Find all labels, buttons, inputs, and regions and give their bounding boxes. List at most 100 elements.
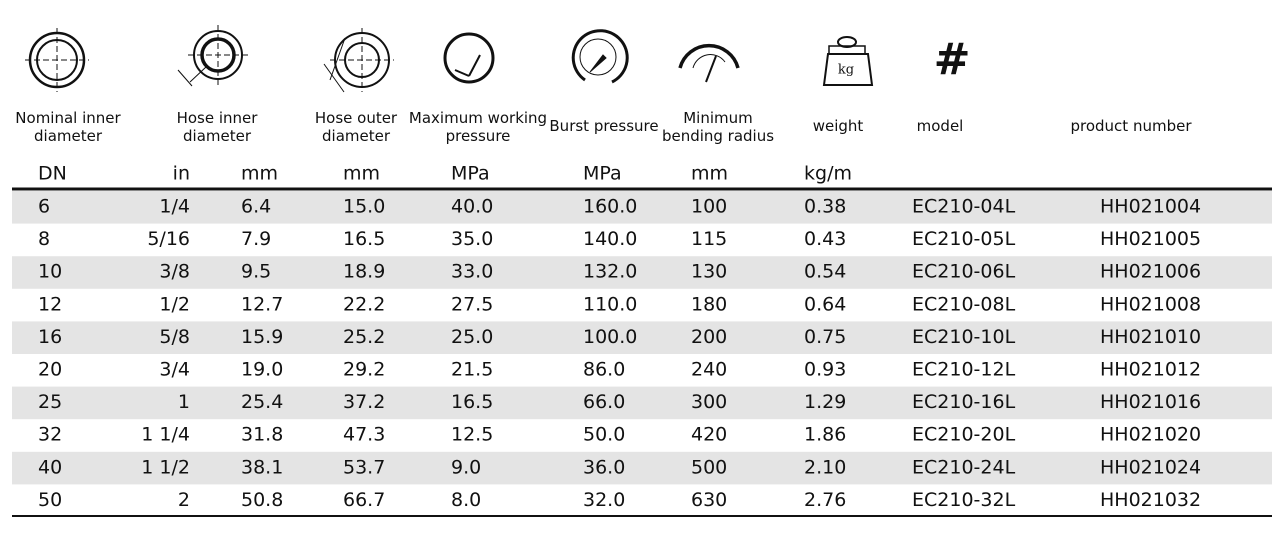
cell: 16.5: [451, 391, 493, 413]
icon-hose-outer: [323, 28, 394, 93]
cell: HH021032: [1100, 489, 1201, 511]
column-header: Nominal inner diameter: [15, 109, 121, 145]
icon-nominal-diameter: [25, 28, 89, 92]
cell: 6.4: [241, 196, 271, 218]
unit-label: in: [173, 163, 190, 185]
cell: 0.64: [804, 293, 846, 315]
cell: 22.2: [343, 293, 385, 315]
cell: HH021020: [1100, 424, 1201, 446]
cell: 47.3: [343, 424, 385, 446]
cell: 0.38: [804, 196, 846, 218]
row-stripe: [12, 386, 1272, 420]
cell: 66.7: [343, 489, 385, 511]
cell: 2.76: [804, 489, 846, 511]
cell: 130: [691, 261, 727, 283]
cell: HH021005: [1100, 228, 1201, 250]
cell: 10: [38, 261, 62, 283]
row-stripe: [12, 191, 1272, 224]
cell: 12: [38, 293, 62, 315]
cell: 300: [691, 391, 727, 413]
cell: 3/8: [159, 261, 190, 283]
cell: EC210-05L: [912, 228, 1016, 250]
cell: 15.0: [343, 196, 385, 218]
cell: 1.29: [804, 391, 846, 413]
column-header: Hose inner diameter: [177, 109, 259, 145]
row-stripe: [12, 256, 1272, 289]
unit-label: DN: [38, 163, 67, 185]
cell: 5/16: [147, 228, 190, 250]
cell: 5/8: [159, 326, 190, 348]
cell: 16: [38, 326, 62, 348]
icon-weight: [822, 36, 874, 86]
cell: 1: [178, 391, 190, 413]
cell: HH021012: [1100, 359, 1201, 381]
cell: 630: [691, 489, 727, 511]
cell: 0.43: [804, 228, 846, 250]
cell: HH021008: [1100, 293, 1201, 315]
cell: 29.2: [343, 359, 385, 381]
cell: 32: [38, 424, 62, 446]
cell: 50: [38, 489, 62, 511]
column-header: Hose outer diameter: [315, 109, 398, 145]
cell: 16.5: [343, 228, 385, 250]
cell: 0.54: [804, 261, 846, 283]
cell: EC210-24L: [912, 456, 1016, 478]
cell: 1 1/2: [141, 456, 190, 478]
cell: 40: [38, 456, 62, 478]
row-stripe: [12, 321, 1272, 354]
cell: 31.8: [241, 424, 283, 446]
cell: 115: [691, 228, 727, 250]
cell: 6: [38, 196, 50, 218]
cell: EC210-20L: [912, 424, 1016, 446]
cell: 19.0: [241, 359, 283, 381]
cell: 36.0: [583, 456, 625, 478]
cell: 9.5: [241, 261, 271, 283]
unit-label: mm: [691, 163, 728, 185]
cell: 12.5: [451, 424, 493, 446]
cell: HH021016: [1100, 391, 1201, 413]
cell: 1/2: [159, 293, 190, 315]
cell: 32.0: [583, 489, 625, 511]
cell: 9.0: [451, 456, 481, 478]
unit-label: kg/m: [804, 163, 852, 185]
column-header: weight: [813, 117, 864, 135]
cell: 20: [38, 359, 62, 381]
cell: 140.0: [583, 228, 637, 250]
cell: 50.0: [583, 424, 625, 446]
cell: 200: [691, 326, 727, 348]
cell: 38.1: [241, 456, 283, 478]
cell: EC210-12L: [912, 359, 1016, 381]
unit-label: MPa: [583, 163, 622, 185]
cell: 100.0: [583, 326, 637, 348]
cell: 25.0: [451, 326, 493, 348]
cell: 8: [38, 228, 50, 250]
cell: 53.7: [343, 456, 385, 478]
cell: 66.0: [583, 391, 625, 413]
cell: 25.4: [241, 391, 283, 413]
cell: HH021004: [1100, 196, 1201, 218]
column-header: Burst pressure: [549, 117, 658, 135]
cell: HH021006: [1100, 261, 1201, 283]
cell: 18.9: [343, 261, 385, 283]
cell: 1 1/4: [141, 424, 190, 446]
cell: 86.0: [583, 359, 625, 381]
cell: 27.5: [451, 293, 493, 315]
cell: 3/4: [159, 359, 190, 381]
cell: 132.0: [583, 261, 637, 283]
column-header: model: [917, 117, 964, 135]
cell: EC210-08L: [912, 293, 1016, 315]
column-header: product number: [1070, 117, 1192, 135]
weight-icon-label: kg: [838, 63, 854, 78]
cell: 1.86: [804, 424, 846, 446]
cell: 50.8: [241, 489, 283, 511]
cell: EC210-32L: [912, 489, 1016, 511]
cell: 0.93: [804, 359, 846, 381]
cell: 7.9: [241, 228, 271, 250]
cell: 110.0: [583, 293, 637, 315]
cell: 420: [691, 424, 727, 446]
column-header: Minimum bending radius: [662, 109, 774, 145]
row-stripe: [12, 451, 1272, 485]
icon-hose-inner: [177, 25, 248, 87]
model-icon: #: [934, 34, 971, 85]
cell: HH021010: [1100, 326, 1201, 348]
